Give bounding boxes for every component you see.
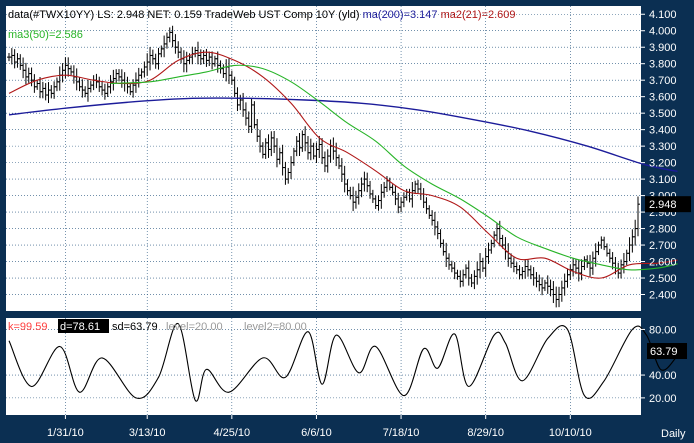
last-price-tag: 2.948 [645,196,691,213]
osc-level1-label: level=20.00 [166,321,223,333]
ma50-line [110,64,678,271]
price-tick-label: 3.500 [649,108,677,120]
x-tick-label: 8/29/10 [467,427,504,439]
oscillator-grid [6,318,641,415]
osc-k-label: k=99.59 [8,321,47,333]
osc-tick-label: 40.00 [649,370,677,382]
header-data-label: data(#TWX10YY) LS: 2.948 NET: 0.159 Trad… [8,9,360,21]
osc-d-highlight [58,319,109,333]
x-tick-label: 6/6/10 [301,427,332,439]
price-grid [6,6,641,311]
stochastic-line [8,323,679,402]
price-tick-label: 3.800 [649,59,677,71]
price-tick-label: 3.600 [649,92,677,104]
x-tick-label: 4/25/10 [213,427,250,439]
price-tick-label: 2.600 [649,257,677,269]
header-legend: data(#TWX10YY) LS: 2.948 NET: 0.159 Trad… [8,9,516,21]
x-tick-label: 3/13/10 [129,427,166,439]
price-tick-label: 3.300 [649,141,677,153]
timeframe-label: Daily [661,428,686,440]
price-tick-label: 2.500 [649,273,677,285]
osc-sd-label: sd=63.79 [112,321,158,333]
x-tick-label: 7/18/10 [383,427,420,439]
x-tick-label: 10/10/10 [549,427,592,439]
oscillator-y-axis: 80.00 40.00 20.00 [641,324,677,405]
price-tick-label: 2.800 [649,224,677,236]
osc-level2-label: level2=80.00 [244,321,307,333]
x-tick-label: 1/31/10 [47,427,84,439]
ma200-line [8,97,678,173]
price-tick-label: 3.400 [649,125,677,137]
price-tick-label: 3.100 [649,174,677,186]
price-tick-label: 3.700 [649,75,677,87]
price-tick-label: 2.400 [649,290,677,302]
price-tick-label: 4.000 [649,26,677,38]
price-tick-label: 4.100 [649,9,677,21]
header-ma21-label: ma2(21)=2.609 [441,9,516,21]
price-tick-label: 3.200 [649,158,677,170]
header-ma50-label: ma3(50)=2.586 [8,29,83,41]
oscillator-legend: k=99.59 d=78.61 sd=63.79 level=20.00 lev… [8,319,307,333]
price-y-axis: 4.100 4.000 3.900 3.800 3.700 3.600 3.500 3.400… [641,9,677,302]
price-bars [7,25,640,308]
last-price-label: 2.948 [649,199,677,211]
last-osc-label: 63.79 [650,346,678,358]
osc-tick-label: 20.00 [649,393,677,405]
price-panel [6,6,641,311]
last-osc-tag: 63.79 [647,343,687,359]
osc-tick-label: 80.00 [649,324,677,336]
price-tick-label: 2.700 [649,240,677,252]
header-ma200-label: ma(200)=3.147 [363,9,438,21]
x-axis: 1/31/10 3/13/10 4/25/10 6/6/10 7/18/10 8/29/1… [47,415,592,439]
ohlc-bar [636,196,640,237]
osc-d-label: d=78.61 [60,321,100,333]
price-tick-label: 3.900 [649,42,677,54]
